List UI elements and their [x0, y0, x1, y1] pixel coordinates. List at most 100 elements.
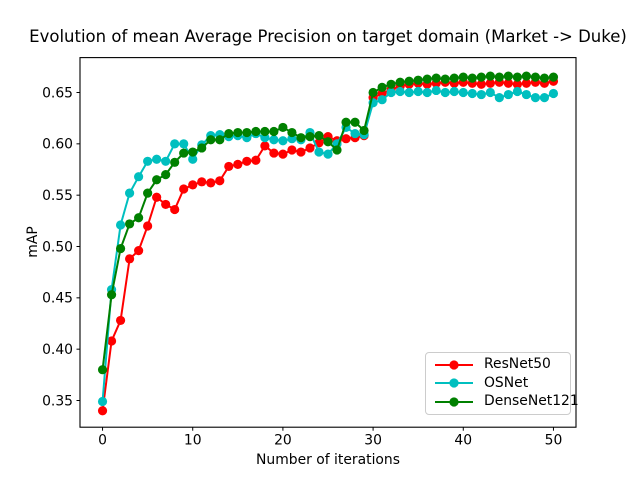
- data-point-densenet121: [368, 87, 378, 98]
- data-point-resnet50: [134, 246, 144, 256]
- data-point-resnet50: [97, 406, 108, 416]
- data-point-resnet50: [197, 177, 207, 187]
- data-point-osnet: [530, 93, 541, 103]
- data-point-osnet: [269, 135, 279, 145]
- data-point-densenet121: [215, 135, 225, 145]
- x-tick-label: 40: [454, 433, 472, 449]
- data-point-resnet50: [188, 180, 198, 190]
- data-point-osnet: [125, 188, 135, 198]
- data-point-resnet50: [143, 221, 153, 231]
- data-point-densenet121: [413, 75, 423, 85]
- data-point-osnet: [467, 88, 477, 99]
- data-point-densenet121: [458, 72, 468, 82]
- data-point-osnet: [485, 87, 495, 98]
- osnet-line-marker-icon: [435, 378, 473, 389]
- series-line-densenet121: [101, 75, 554, 370]
- data-point-osnet: [512, 86, 522, 97]
- data-point-densenet121: [467, 73, 477, 83]
- data-point-osnet: [413, 86, 423, 97]
- data-point-densenet121: [431, 73, 441, 83]
- data-point-densenet121: [440, 74, 450, 84]
- data-point-resnet50: [521, 78, 532, 88]
- data-point-densenet121: [503, 71, 513, 81]
- data-point-osnet: [395, 86, 405, 97]
- data-point-densenet121: [179, 148, 189, 158]
- data-point-resnet50: [125, 254, 135, 264]
- data-point-resnet50: [476, 79, 486, 89]
- data-point-densenet121: [106, 290, 117, 300]
- y-tick-label: 0.65: [42, 85, 73, 101]
- x-tick-label: 10: [184, 433, 202, 449]
- data-point-resnet50: [287, 145, 297, 155]
- data-point-resnet50: [296, 147, 306, 157]
- x-axis-label: Number of iterations: [256, 452, 400, 468]
- data-point-densenet121: [359, 125, 369, 136]
- data-point-osnet: [278, 136, 288, 146]
- axes-frame: [79, 57, 577, 428]
- data-point-osnet: [314, 147, 324, 157]
- data-point-resnet50: [305, 143, 315, 153]
- data-point-osnet: [97, 396, 108, 407]
- legend-entry-densenet121: DenseNet121: [433, 394, 579, 409]
- legend-label: ResNet50: [484, 356, 551, 373]
- data-point-osnet: [494, 93, 504, 103]
- data-point-densenet121: [188, 147, 198, 157]
- y-tick-label: 0.55: [42, 188, 73, 204]
- data-point-osnet: [431, 85, 441, 96]
- data-point-densenet121: [143, 188, 153, 198]
- resnet50-line-marker-icon: [435, 360, 473, 370]
- data-point-densenet121: [125, 219, 135, 229]
- data-point-densenet121: [224, 128, 234, 139]
- data-point-osnet: [152, 154, 162, 164]
- data-point-resnet50: [242, 156, 252, 166]
- data-point-resnet50: [512, 79, 522, 89]
- x-tick-label: 50: [545, 433, 563, 449]
- data-point-osnet: [143, 156, 153, 166]
- data-point-densenet121: [350, 117, 360, 127]
- x-tick-label: 20: [274, 433, 292, 449]
- data-point-densenet121: [323, 137, 333, 147]
- data-point-densenet121: [530, 72, 541, 82]
- data-point-densenet121: [449, 73, 459, 83]
- legend: ResNet50 OSNet DenseNet121: [425, 352, 579, 415]
- data-point-densenet121: [161, 170, 171, 180]
- x-tick-label: 0: [98, 433, 107, 449]
- y-tick-label: 0.50: [42, 239, 73, 255]
- data-point-densenet121: [97, 365, 108, 375]
- data-point-resnet50: [278, 149, 288, 159]
- data-point-densenet121: [170, 157, 180, 167]
- data-point-osnet: [449, 86, 459, 97]
- data-point-densenet121: [287, 127, 297, 138]
- data-point-densenet121: [152, 175, 162, 185]
- data-point-densenet121: [404, 76, 414, 86]
- legend-label: DenseNet121: [484, 392, 579, 409]
- legend-label: OSNet: [484, 374, 529, 391]
- data-point-resnet50: [170, 204, 180, 215]
- data-point-densenet121: [485, 71, 495, 81]
- data-point-densenet121: [539, 73, 550, 83]
- data-point-osnet: [134, 172, 144, 182]
- data-point-densenet121: [548, 72, 559, 82]
- data-point-densenet121: [332, 145, 342, 155]
- data-point-osnet: [539, 93, 550, 103]
- data-point-osnet: [377, 95, 387, 105]
- chart-title: Evolution of mean Average Precision on t…: [29, 27, 627, 46]
- data-point-osnet: [548, 88, 559, 99]
- data-point-osnet: [503, 89, 513, 100]
- data-point-resnet50: [152, 192, 162, 202]
- y-tick-label: 0.35: [42, 393, 73, 409]
- data-point-osnet: [476, 89, 486, 100]
- data-point-densenet121: [134, 213, 144, 223]
- data-point-resnet50: [215, 176, 225, 186]
- data-point-resnet50: [503, 78, 513, 88]
- data-point-osnet: [404, 87, 414, 98]
- data-point-densenet121: [377, 82, 387, 92]
- data-point-resnet50: [251, 155, 261, 165]
- data-point-osnet: [458, 87, 468, 98]
- data-point-densenet121: [494, 72, 504, 82]
- data-point-resnet50: [341, 134, 351, 144]
- data-point-osnet: [170, 139, 180, 149]
- data-point-densenet121: [206, 135, 216, 145]
- data-point-densenet121: [476, 72, 486, 82]
